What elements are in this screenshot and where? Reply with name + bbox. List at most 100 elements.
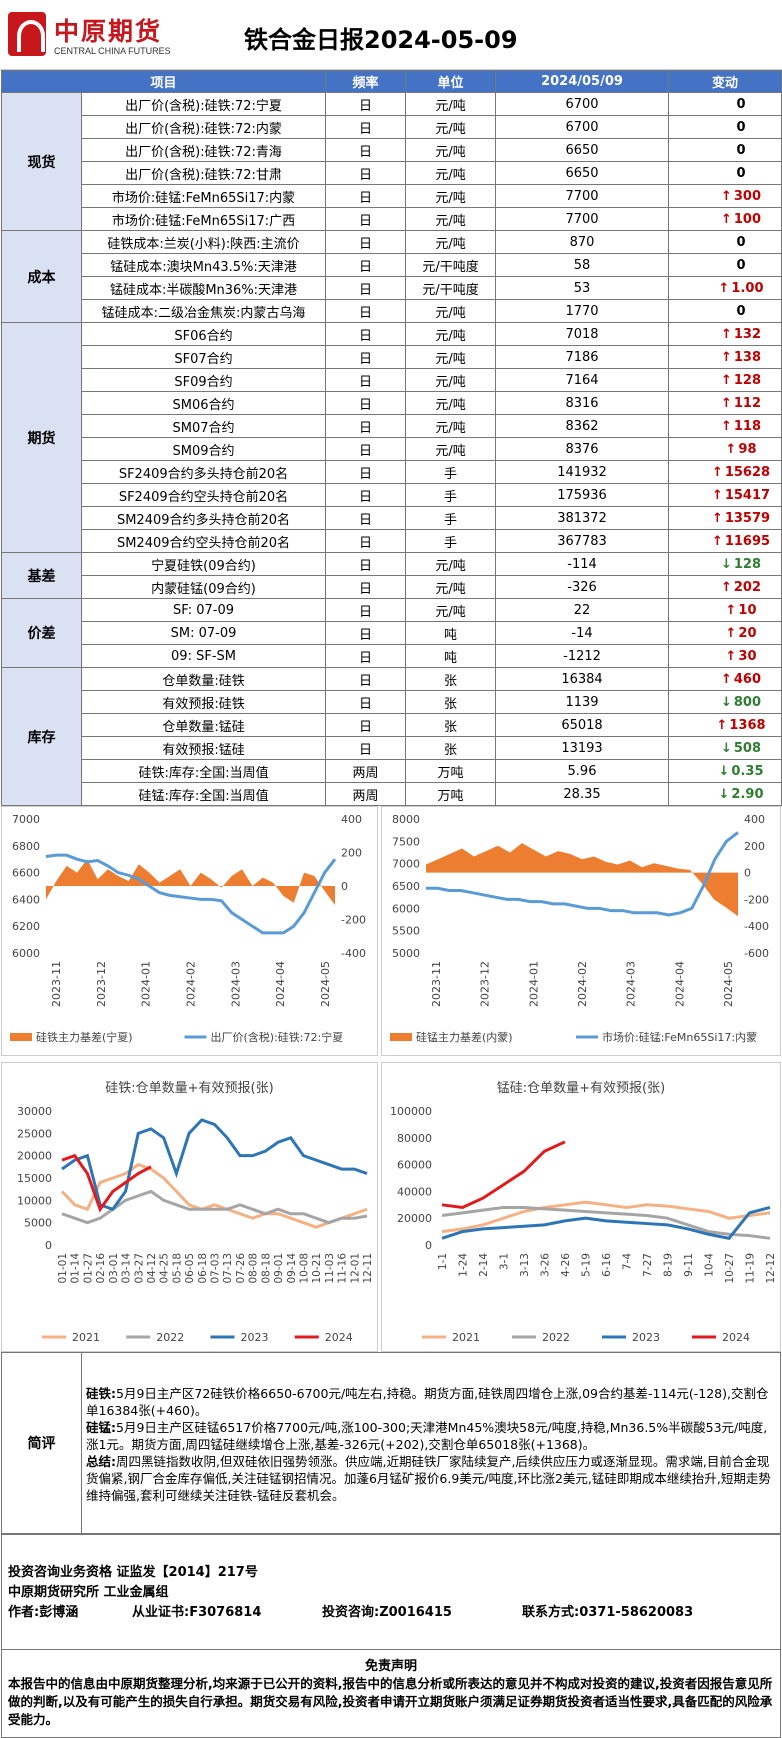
y-tick-label: 20000	[17, 1150, 52, 1163]
item-cell: SM: 07-09	[80, 621, 327, 645]
y-tick-label: 15000	[17, 1172, 52, 1185]
change-cell: ↓ 800	[668, 690, 782, 714]
col-header-date: 2024/05/09	[495, 70, 670, 93]
data-table: 项目 频率 单位 2024/05/09 变动 现货 出厂价(含税):硅铁:72:宁…	[0, 70, 782, 806]
y-right-tick-label: 200	[341, 847, 362, 860]
y-right-tick-label: -200	[744, 893, 769, 906]
change-value: 0	[736, 303, 746, 319]
table-row: 锰硅成本:二级冶金焦炭:内蒙古乌海日元/吨 1770 0	[2, 299, 782, 323]
category-cell: 现货	[1, 92, 82, 231]
change-cell: ↑ 1.00	[668, 276, 782, 300]
unit-cell: 手	[405, 529, 497, 553]
table-row: 出厂价(含税):硅铁:72:甘肃日元/吨 6650 0	[2, 161, 782, 185]
arrow-down-icon: ↓	[718, 763, 730, 779]
freq-cell: 日	[325, 115, 407, 139]
change-cell: 0	[668, 115, 782, 139]
consulting-number: 投资咨询:Z0016415	[322, 1605, 452, 1620]
unit-cell: 元/吨	[405, 92, 497, 116]
unit-cell: 元/干吨度	[405, 276, 497, 300]
unit-cell: 吨	[405, 644, 497, 668]
x-tick-label: 05-18	[171, 1253, 183, 1284]
value-cell: 65018	[495, 713, 670, 737]
item-cell: 硅锰:库存:全国:当周值	[80, 782, 327, 806]
commentary-paragraph: 硅锰:5月9日主产区硅锰6517价格7700元/吨,涨100-300;天津港Mn…	[86, 1419, 774, 1453]
x-tick-label: 5-19	[581, 1253, 593, 1277]
change-value: 112	[733, 395, 762, 411]
y-tick-label: 0	[425, 1239, 432, 1252]
x-tick-label: 1-24	[458, 1253, 470, 1277]
value-cell: -114	[495, 552, 670, 576]
freq-cell: 日	[325, 552, 407, 576]
change-cell: 0	[668, 253, 782, 277]
freq-cell: 日	[325, 621, 407, 645]
value-cell: 8376	[495, 437, 670, 461]
x-tick-label: 04-25	[159, 1253, 171, 1284]
item-cell: SF: 07-09	[80, 598, 327, 622]
y-right-tick-label: 400	[744, 813, 765, 826]
arrow-up-icon: ↑	[720, 579, 732, 595]
item-cell: SM07合约	[80, 414, 327, 438]
x-tick-label: 12-11	[362, 1253, 374, 1284]
y-tick-label: 80000	[397, 1132, 432, 1145]
change-value: 300	[733, 188, 762, 204]
unit-cell: 张	[405, 736, 497, 760]
freq-cell: 日	[325, 667, 407, 691]
value-cell: 16384	[495, 667, 670, 691]
unit-cell: 元/吨	[405, 391, 497, 415]
series-line-2022	[441, 1205, 771, 1240]
value-cell: -14	[495, 621, 670, 645]
change-cell: ↑ 15628	[668, 460, 782, 484]
unit-cell: 元/吨	[405, 598, 497, 622]
x-tick-label: 2023-12	[479, 961, 492, 1007]
chart-sm-warrants: 锰硅:仓单数量+有效预报(张) 0 20000 40000 60000 80000 100…	[381, 1062, 781, 1352]
unit-cell: 张	[405, 713, 497, 737]
x-tick-label: 07-13	[222, 1253, 234, 1284]
arrow-up-icon: ↑	[725, 625, 737, 641]
x-tick-label: 3-1	[499, 1253, 511, 1270]
change-value: 0	[736, 142, 746, 158]
legend-label: 2023	[241, 1331, 269, 1344]
item-cell: 市场价:硅锰:FeMn65Si17:广西	[80, 207, 327, 231]
item-cell: SF2409合约多头持仓前20名	[80, 460, 327, 484]
table-row: 现货 出厂价(含税):硅铁:72:宁夏日元/吨 6700 0	[1, 92, 782, 231]
unit-cell: 元/吨	[405, 138, 497, 162]
y-tick-label: 5000	[24, 1217, 52, 1230]
change-value: 15417	[724, 487, 771, 503]
y-tick-label: 60000	[397, 1159, 432, 1172]
change-value: 20	[738, 625, 757, 641]
item-cell: 09: SF-SM	[80, 644, 327, 668]
value-cell: 870	[495, 230, 670, 254]
disclaimer-text: 本报告中的信息由中原期货整理分析,均来源于已公开的资料,报告中的信息分析或所表达…	[8, 1676, 773, 1727]
y-tick-label: 10000	[17, 1194, 52, 1207]
y-left-tick-label: 6500	[392, 880, 420, 893]
x-tick-label: 04-12	[146, 1253, 158, 1284]
change-cell: ↓ 2.90	[668, 782, 782, 806]
paragraph-text: 周四黑链指数收阴,但双硅依旧强势领涨。供应端,近期硅铁厂家陆续复产,后续供应压力…	[86, 1454, 771, 1503]
freq-cell: 两周	[325, 782, 407, 806]
change-cell: ↑ 1368	[668, 713, 782, 737]
y-left-tick-label: 6600	[12, 867, 40, 880]
report-title: 铁合金日报2024-05-09	[244, 26, 518, 54]
freq-cell: 日	[325, 414, 407, 438]
table-header-row: 项目 频率 单位 2024/05/09 变动	[0, 70, 782, 93]
change-cell: ↑ 202	[668, 575, 782, 599]
change-cell: 0	[668, 299, 782, 323]
freq-cell: 日	[325, 644, 407, 668]
y-right-tick-label: 400	[341, 813, 362, 826]
x-tick-label: 7-4	[622, 1253, 634, 1270]
col-header-change: 变动	[668, 70, 782, 93]
item-cell: SF07合约	[80, 345, 327, 369]
change-cell: 0	[668, 138, 782, 162]
change-value: 100	[733, 211, 762, 227]
report-header: 中原期货 CENTRAL CHINA FUTURES 铁合金日报2024-05-…	[0, 0, 782, 70]
commentary-body: 硅铁:5月9日主产区72硅铁价格6650-6700元/吨左右,持稳。期货方面,硅…	[86, 1385, 774, 1504]
change-cell: ↓ 128	[668, 552, 782, 576]
item-cell: 有效预报:锰硅	[80, 736, 327, 760]
arrow-up-icon: ↑	[720, 211, 732, 227]
commentary-section: 简评 硅铁:5月9日主产区72硅铁价格6650-6700元/吨左右,持稳。期货方…	[1, 1352, 781, 1534]
unit-cell: 万吨	[405, 759, 497, 783]
logo-cn-text: 中原期货	[54, 17, 163, 46]
change-value: 98	[738, 441, 757, 457]
change-value: 11695	[724, 533, 771, 549]
item-cell: SF09合约	[80, 368, 327, 392]
